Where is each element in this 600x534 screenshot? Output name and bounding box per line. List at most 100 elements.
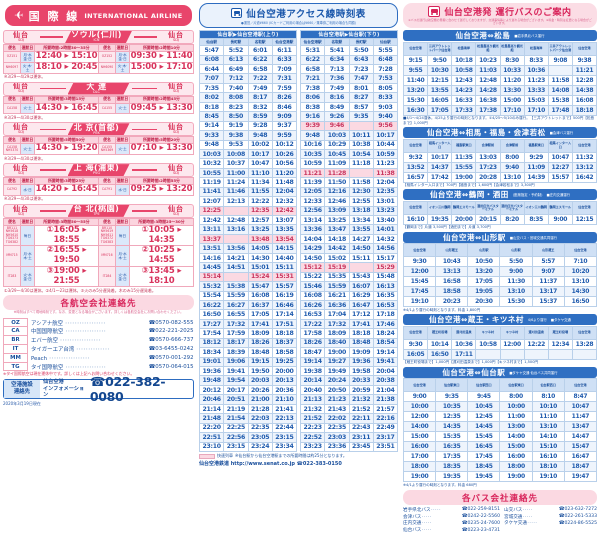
- time-cell: 12:25: [198, 205, 225, 217]
- route-note: ※3/29～4/30は運休。: [4, 196, 46, 202]
- bus-time-row: 16:57 17:42 19:00 20:28 13:10 14:39 15:57 16:42: [402, 171, 598, 183]
- outbound-days: 水·日: [20, 184, 35, 196]
- time-cell: 7:12: [223, 73, 249, 84]
- time-cell: [348, 262, 374, 273]
- airline-tel[interactable]: ☎0570-001-292: [148, 354, 194, 361]
- time-cell: 9:16: [299, 111, 326, 122]
- bus-time-cell: 13:03: [475, 151, 501, 163]
- bus-company-tel-2[interactable]: ☎023-632-7272: [558, 507, 597, 513]
- flight-table-header: 便名 運航日 所要時間:2時間30～35分 便名 運航日 所要時間:2時間10分: [3, 44, 194, 52]
- bus-time-row: 16:30 17:05 17:33 17:38 17:10 17:10 17:48 18:18: [402, 104, 598, 116]
- bus-timetable: 仙台空港 仙台駅東口 仙台駅西口 仙台駅東口 仙台駅西口 仙台空港 9:00 9:35 9:45…: [402, 378, 598, 483]
- bus-time-cell: 7:10: [563, 256, 598, 268]
- bus-time-row: 15:00 15:35 15:45 14:00 14:10 14:47: [402, 431, 598, 443]
- dot-leader: ･････: [526, 521, 537, 527]
- time-cell: 19:15: [247, 356, 273, 368]
- time-cell: 17:58: [299, 328, 326, 339]
- bus-company-tel-2[interactable]: ☎022-261-5333: [558, 514, 597, 520]
- time-cell: 6:44: [198, 64, 225, 75]
- bus-company-tel[interactable]: ☎0242-22-5560: [461, 514, 500, 520]
- airline-code: BR: [3, 335, 28, 346]
- time-cell: 17:41: [247, 318, 273, 330]
- time-cell: 6:58: [247, 64, 273, 75]
- bus-time-cell: [475, 348, 501, 360]
- bus-time-cell: 17:11: [451, 348, 477, 360]
- bus-station-header: 仙台駅東口: [435, 378, 469, 393]
- access-line-footer[interactable]: 仙台空港鉄道 http://www.senat.co.jp ☎022-383-0…: [199, 461, 342, 468]
- bus-time-cell: 13:30: [499, 84, 525, 96]
- bus-station-header: 仙台空港: [571, 200, 598, 215]
- time-cell: 12:35: [247, 205, 273, 217]
- timetable-row: 18:34 18:39 18:48 18:58 18:47 19:00 19:09 19:14: [198, 347, 399, 358]
- bus-time-cell: 16:50: [427, 348, 453, 360]
- time-cell: 11:58: [348, 177, 374, 188]
- time-cell: 14:51: [223, 262, 249, 273]
- bus-company-name-2: 宮城交通･････: [504, 514, 533, 520]
- time-cell: 20:36: [271, 384, 298, 396]
- time-cell: 10:32: [198, 158, 225, 169]
- bus-time-cell: 10:10: [531, 401, 565, 413]
- time-cell: 12:57: [247, 215, 273, 226]
- airline-tel[interactable]: ☎03-6455-0242: [148, 345, 194, 352]
- bus-company-tel[interactable]: ☎0235-24-7600: [461, 520, 500, 526]
- inbound-days: 月·水 木·土: [115, 245, 130, 267]
- airline-tel[interactable]: ☎0570-082-555: [148, 319, 194, 326]
- time-cell: 12:07: [198, 196, 225, 207]
- airline-tel[interactable]: ☎0570-666-737: [148, 337, 194, 344]
- route-origin: 仙台 SDJ: [13, 30, 29, 42]
- bus-time-cell: 16:45: [467, 441, 501, 453]
- bus-station-row: 仙台空港 仙台駅東口 仙台駅西口 仙台駅東口 仙台駅西口 仙台空港: [402, 378, 598, 393]
- bus-time-cell: 13:00: [499, 421, 533, 433]
- time-cell: 11:50: [324, 177, 350, 188]
- bus-time-cell: 13:20: [467, 266, 501, 278]
- route-header: 仙台 SDJ 上 海(浦東) PVG 仙台 SDJ: [3, 163, 194, 178]
- timetable-row: 16:50 16:55 17:05 17:14 16:53 17:04 17:12 17:18: [198, 309, 399, 320]
- bus-company-tel-2[interactable]: [549, 527, 598, 534]
- bus-timetable: 仙台空港 山形蔵王 山形駅 山形駅 山形蔵王 仙台空港 9:30 10:43 10:50 5:50…: [402, 243, 598, 308]
- bus-company-tel[interactable]: ☎0223-23-4731: [461, 527, 500, 533]
- time-cell: 21:57: [372, 403, 399, 415]
- bus-station-header: 酒田庄交バスターミナル: [499, 200, 525, 215]
- direction-down-label: 仙台空港駅▶仙台駅(下り): [300, 30, 398, 40]
- inbound-flight-no: CA155 NH5369: [98, 143, 116, 156]
- time-cell: 20:33: [348, 375, 374, 386]
- timetable-row: 17:27 17:32 17:41 17:51 17:22 17:32 17:41 17:46: [198, 318, 399, 330]
- bus-time-cell: 15:00: [499, 441, 533, 453]
- route-origin: 仙台 SDJ: [13, 123, 29, 134]
- station-header: 仙台駅: [198, 38, 225, 47]
- airline-tel[interactable]: ☎0570-064-015: [148, 363, 194, 370]
- time-cell: 13:23: [372, 205, 399, 217]
- bus-time-cell: 11:58: [547, 74, 573, 86]
- outbound-time: 14:30 ▸ 19:20: [34, 143, 99, 156]
- time-cell: 16:27: [223, 299, 249, 311]
- bus-time-cell: 15:35: [435, 431, 469, 443]
- bus-time-row: 9:55 10:30 10:58 11:03 10:33 10:36 11:21: [402, 64, 598, 76]
- bus-time-cell: 12:45: [467, 411, 501, 423]
- bus-time-cell: 10:18: [451, 54, 477, 66]
- th-flight: 便名: [3, 95, 21, 104]
- bus-company-tel[interactable]: ☎022-259-8151: [461, 507, 500, 513]
- brochure-page: ✈ 国 際 線 INTERNATIONAL AIRLINE 仙台 SDJ ソウル(…: [0, 0, 600, 424]
- bus-time-cell: 12:34: [547, 338, 573, 350]
- airline-tel[interactable]: ☎022-221-2025: [148, 328, 194, 335]
- route-return: 仙台 SDJ: [168, 123, 184, 134]
- time-cell: 16:46: [271, 299, 298, 311]
- bus-company-tel-2[interactable]: ☎0224-86-5525: [558, 520, 597, 526]
- bus-section-5: 仙台空港⇔仙台駅 ■タケヤ交通 仙台バス共同運行 仙台空港 仙台駅東口 仙台駅西口仙…: [402, 366, 598, 487]
- outbound-time: 12:40 ▸ 15:10: [34, 51, 99, 63]
- time-cell: 15:48: [372, 271, 399, 283]
- bus-section-header: 仙台空港⇔松島 ■岩手県北バス運行: [403, 30, 597, 42]
- bus-station-header: 仙台空港: [571, 138, 598, 153]
- time-cell: 12:04: [372, 177, 399, 188]
- bus-time-cell: 10:20: [563, 266, 598, 278]
- airport-info-name-2: インフォメーション: [42, 385, 85, 399]
- flight-row: NH6097 火·木·土 18:10 ▸ 20:45 NH6090 火·木·土 …: [3, 61, 194, 74]
- airport-info-tel[interactable]: ☎022-382-0080: [90, 374, 193, 404]
- time-cell: 8:33: [372, 92, 399, 103]
- time-cell: 13:25: [324, 215, 350, 226]
- access-line-subtitle: ●運営／片道¥660 (ICカードご利用の場合は¥660／乗車券ご利用の場合も同…: [241, 20, 356, 25]
- time-cell: 17:12: [348, 309, 374, 320]
- time-cell: 22:16: [372, 413, 399, 424]
- bus-time-cell: 14:08: [547, 84, 573, 96]
- time-cell: 16:13: [372, 281, 399, 292]
